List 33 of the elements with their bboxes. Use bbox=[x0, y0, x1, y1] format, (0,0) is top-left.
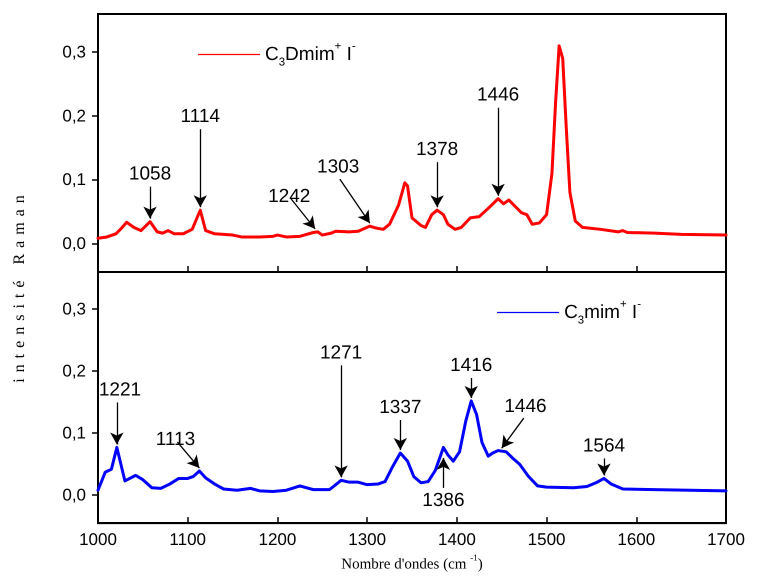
y-tick-label: 0,2 bbox=[62, 106, 86, 126]
x-tick-label: 1200 bbox=[258, 530, 296, 550]
annotation: 1416 bbox=[450, 354, 492, 376]
annotation: 1303 bbox=[317, 156, 360, 178]
annotation: 1446 bbox=[476, 84, 520, 106]
annotation: 1058 bbox=[128, 164, 172, 185]
annotation: 1337 bbox=[379, 397, 422, 418]
x-tick-label: 1700 bbox=[707, 530, 745, 550]
x-tick-label: 1400 bbox=[438, 530, 476, 550]
annotation: 1221 bbox=[98, 379, 142, 400]
annotation: 1271 bbox=[320, 342, 362, 364]
y-tick-label: 0,0 bbox=[62, 234, 86, 253]
annotation: 1113 bbox=[156, 429, 196, 450]
y-tick-label: 0,3 bbox=[62, 42, 86, 62]
y-tick-label: 0,0 bbox=[62, 486, 86, 505]
y-tick-label: 0,1 bbox=[62, 424, 86, 443]
annotation: 1378 bbox=[416, 139, 458, 160]
y-tick-label: 0,1 bbox=[62, 170, 86, 190]
annotation: 1386 bbox=[422, 490, 465, 511]
annotation: 1114 bbox=[180, 106, 220, 128]
x-tick-label: 1100 bbox=[169, 530, 206, 550]
x-tick-label: 1300 bbox=[348, 530, 386, 550]
annotation: 1242 bbox=[268, 186, 310, 208]
line-series bbox=[96, 44, 728, 240]
y-tick-label: 0,3 bbox=[62, 300, 86, 319]
x-tick-label: 1500 bbox=[528, 530, 566, 550]
annotation: 1564 bbox=[582, 435, 626, 456]
x-tick-label: 1600 bbox=[617, 530, 656, 550]
y-tick-label: 0,2 bbox=[62, 362, 86, 381]
x-tick-label: 1000 bbox=[79, 530, 117, 550]
line-series bbox=[96, 399, 728, 493]
annotation: 1446 bbox=[504, 396, 547, 417]
y-axis-title: intensité Raman bbox=[11, 189, 28, 383]
